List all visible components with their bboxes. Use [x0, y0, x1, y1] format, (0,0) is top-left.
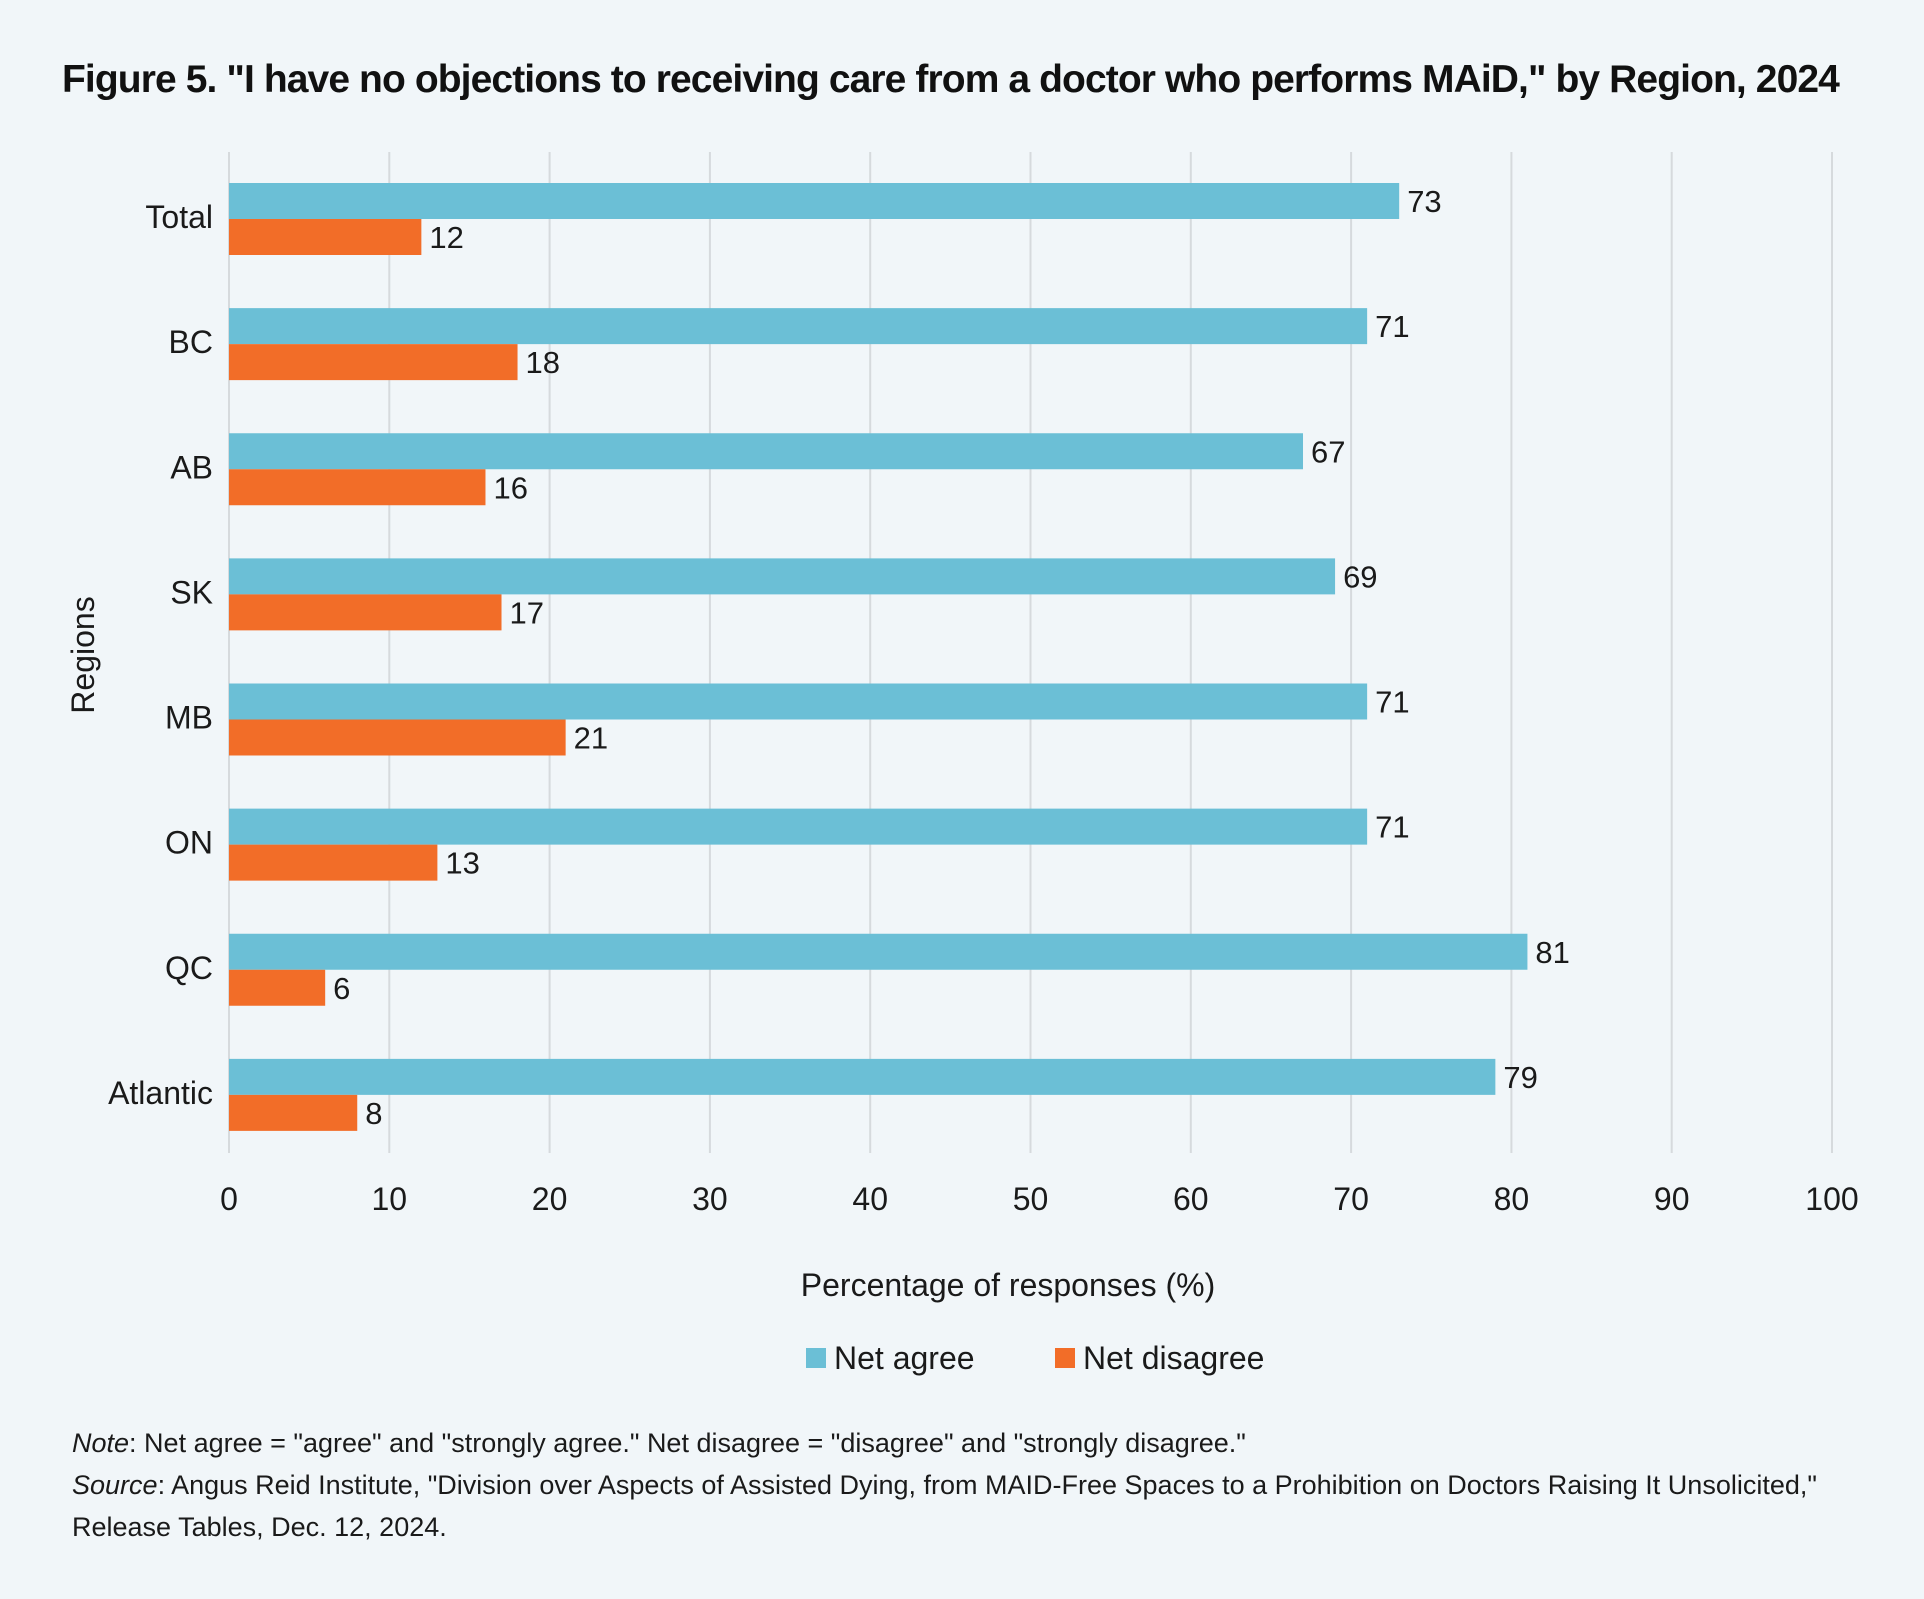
data-label: 67	[1311, 434, 1345, 469]
x-tick-label: 90	[1654, 1181, 1690, 1217]
y-tick-label: QC	[165, 950, 213, 986]
data-label: 71	[1375, 309, 1409, 344]
bars	[229, 183, 1528, 1131]
footnotes: Note: Net agree = "agree" and "strongly …	[72, 1422, 1872, 1548]
x-tick-label: 20	[532, 1181, 568, 1217]
note-text: : Net agree = "agree" and "strongly agre…	[129, 1428, 1246, 1458]
data-label: 13	[445, 846, 479, 881]
note-line: Note: Net agree = "agree" and "strongly …	[72, 1422, 1872, 1464]
y-tick-label: MB	[165, 700, 213, 736]
x-tick-label: 80	[1494, 1181, 1530, 1217]
source-line: Source: Angus Reid Institute, "Division …	[72, 1464, 1872, 1548]
bar-net-agree	[229, 808, 1368, 845]
x-tick-label: 50	[1013, 1181, 1049, 1217]
bar-net-agree	[229, 1058, 1496, 1095]
data-label: 79	[1503, 1060, 1537, 1095]
chart-title: Figure 5. "I have no objections to recei…	[62, 58, 1840, 101]
bar-net-agree	[229, 433, 1304, 470]
data-label: 16	[493, 470, 527, 505]
legend-swatch-net-disagree	[1055, 1348, 1075, 1368]
bar-net-disagree	[229, 719, 566, 756]
note-label: Note	[72, 1428, 130, 1458]
source-label: Source	[72, 1470, 158, 1500]
bar-net-disagree	[229, 969, 326, 1006]
y-tick-label: Atlantic	[108, 1075, 213, 1111]
x-tick-label: 60	[1173, 1181, 1209, 1217]
data-label: 8	[365, 1096, 382, 1131]
bar-net-agree	[229, 558, 1336, 595]
bar-net-disagree	[229, 344, 518, 381]
x-tick-label: 40	[852, 1181, 888, 1217]
y-tick-label: SK	[170, 574, 213, 610]
data-labels: 73 12 71 18 67 16 69 17 71 21 71 13 81 6 79 8	[333, 184, 1570, 1131]
legend: Net agree Net disagree	[806, 1340, 1264, 1376]
x-tick-label: 100	[1805, 1181, 1858, 1217]
data-label: 71	[1375, 810, 1409, 845]
x-axis-title: Percentage of responses (%)	[801, 1267, 1215, 1303]
data-label: 81	[1535, 935, 1569, 970]
y-tick-label: Total	[145, 199, 213, 235]
bar-net-disagree	[229, 219, 422, 255]
legend-label-net-agree: Net agree	[834, 1340, 975, 1376]
y-tick-label: ON	[165, 825, 213, 861]
x-tick-label: 70	[1333, 1181, 1369, 1217]
legend-swatch-net-agree	[806, 1348, 826, 1368]
y-tick-label: BC	[169, 324, 213, 360]
data-label: 71	[1375, 685, 1409, 720]
gridlines	[228, 152, 1833, 1153]
bar-net-agree	[229, 183, 1400, 219]
data-label: 12	[429, 220, 463, 255]
bar-net-disagree	[229, 594, 502, 631]
data-label: 17	[510, 595, 544, 630]
x-tick-label: 10	[372, 1181, 408, 1217]
x-axis-ticks: 0 10 20 30 40 50 60 70 80 90 100	[220, 1181, 1859, 1217]
bar-net-disagree	[229, 469, 486, 506]
data-label: 73	[1407, 184, 1441, 219]
source-text: : Angus Reid Institute, "Division over A…	[72, 1470, 1817, 1542]
y-axis-title: Regions	[65, 596, 101, 713]
bar-net-agree	[229, 933, 1528, 970]
data-label: 18	[526, 345, 560, 380]
x-tick-label: 0	[220, 1181, 238, 1217]
x-tick-label: 30	[692, 1181, 728, 1217]
y-axis-ticks: Total BC AB SK MB ON QC Atlantic	[108, 199, 213, 1111]
data-label: 6	[333, 971, 350, 1006]
bar-net-agree	[229, 683, 1368, 720]
y-tick-label: AB	[170, 449, 213, 485]
bar-net-agree	[229, 308, 1368, 345]
data-label: 21	[574, 721, 608, 756]
legend-label-net-disagree: Net disagree	[1083, 1340, 1264, 1376]
bar-net-disagree	[229, 1094, 358, 1131]
bar-net-disagree	[229, 844, 438, 881]
data-label: 69	[1343, 559, 1377, 594]
